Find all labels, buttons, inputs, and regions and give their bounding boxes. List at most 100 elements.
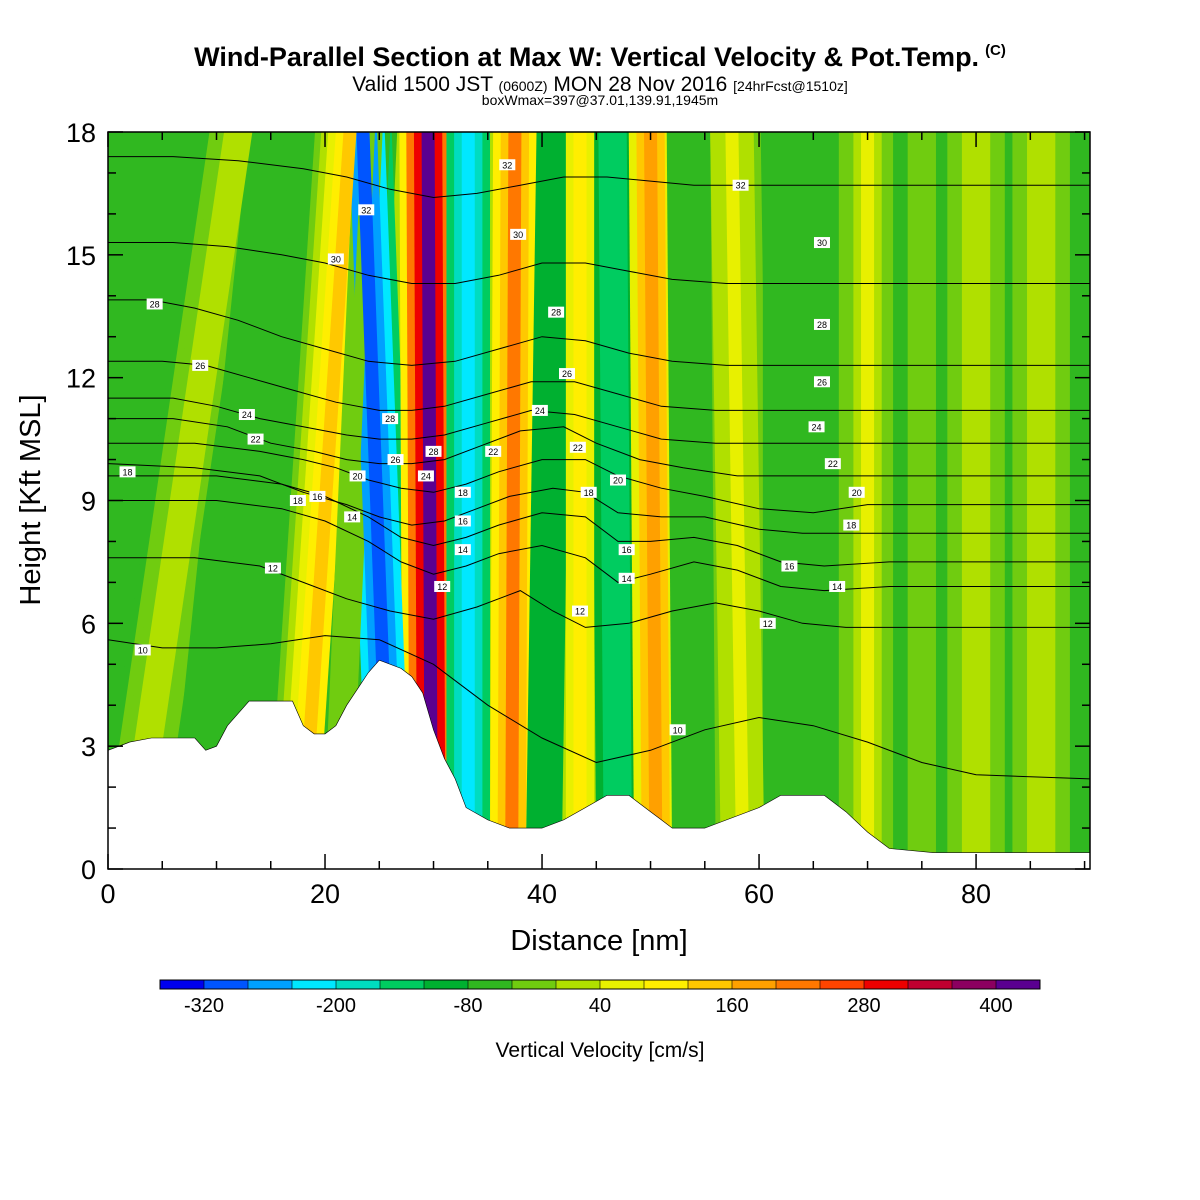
colorbar-label: 400 (979, 995, 1012, 1017)
velocity-band (1034, 132, 1048, 869)
colorbar-swatch (952, 980, 997, 989)
contour-label-box (813, 318, 830, 330)
contour-label-text: 14 (622, 574, 632, 584)
velocity-band (188, 132, 278, 869)
contour-label-box (119, 466, 136, 478)
contour-label-box (813, 376, 830, 388)
contour-label-text: 22 (828, 459, 838, 469)
contour-label-box (569, 441, 586, 453)
theta-contour-28 (108, 299, 1090, 366)
contour-label-text: 32 (361, 205, 371, 215)
y-tick-label: 6 (81, 609, 96, 639)
velocity-band (294, 132, 357, 869)
contour-label-box (829, 580, 846, 592)
theta-contour-14 (108, 500, 1090, 592)
contour-label-text: 26 (562, 369, 572, 379)
contour-label: 28 (813, 318, 830, 330)
colorbar-title: Vertical Velocity [cm/s] (496, 1039, 705, 1062)
contour-label: 16 (618, 544, 635, 556)
colorbar-label: 160 (715, 995, 748, 1017)
colorbar-label: -320 (184, 995, 224, 1017)
theta-contour-26 (108, 360, 1090, 411)
velocity-band (505, 132, 522, 869)
contour-label-box (531, 404, 548, 416)
contour-label-text: 30 (513, 230, 523, 240)
contour-label-box (454, 515, 471, 527)
contour-label: 14 (344, 511, 361, 523)
contour-label: 18 (289, 495, 306, 506)
theta-contour-10 (108, 635, 1090, 780)
contour-label-box (580, 486, 597, 498)
contour-label: 32 (358, 204, 375, 216)
contour-labels: 10 12 14 16 18 20 22 24 26 28 30 32 18 32 26 28 28 24 22 18… (119, 159, 865, 736)
contour-label: 20 (609, 474, 626, 486)
colorbar-swatch (688, 980, 733, 989)
contour-label-box (558, 368, 575, 380)
chart-title: Wind-Parallel Section at Max W: Vertical… (0, 42, 1200, 73)
contour-label: 14 (618, 572, 635, 584)
contour-label-text: 18 (293, 496, 303, 506)
contour-label-text: 24 (812, 422, 822, 432)
velocity-band (682, 132, 701, 869)
colorbar-label: 280 (847, 995, 880, 1017)
colorbar-swatch (468, 980, 513, 989)
colorbar-swatch (248, 980, 293, 989)
contour-label-text: 24 (421, 471, 431, 481)
velocity-band (573, 132, 587, 869)
contour-label-text: 20 (852, 488, 862, 498)
contour-label-box (824, 458, 841, 470)
valid-date: MON 28 Nov 2016 (553, 73, 728, 96)
contour-label: 12 (572, 605, 589, 617)
contour-label: 12 (434, 580, 451, 592)
x-tick-label: 20 (310, 879, 340, 909)
contour-label-box (510, 228, 527, 240)
contour-label: 28 (548, 306, 565, 318)
contour-label-text: 18 (123, 467, 133, 477)
contour-label-box (327, 253, 344, 265)
contour-label: 16 (309, 490, 326, 502)
y-axis-title: Height [Kft MSL] (15, 394, 47, 605)
colorbar-swatch (512, 980, 557, 989)
contour-label: 20 (349, 470, 366, 482)
chart-title-text: Wind-Parallel Section at Max W: Vertical… (194, 42, 980, 72)
contour-label: 22 (569, 441, 586, 453)
contour-label-box (548, 306, 565, 318)
contour-label: 24 (417, 470, 434, 482)
valid-prefix: Valid 1500 JST (352, 73, 493, 96)
contour-label: 16 (781, 560, 798, 572)
contour-label-box (454, 544, 471, 556)
theta-contour-20 (108, 442, 1090, 514)
contour-label: 32 (732, 179, 749, 191)
contour-label-box (434, 580, 451, 592)
contour-label: 10 (134, 644, 151, 656)
theta-contour-18 (108, 463, 1090, 534)
velocity-band (606, 132, 625, 869)
contour-label: 14 (829, 580, 846, 592)
contour-label: 12 (759, 617, 776, 629)
contour-label: 28 (382, 413, 399, 425)
x-tick-label: 80 (961, 879, 991, 909)
contour-label-box (425, 445, 442, 457)
contour-label-box (417, 470, 434, 482)
contour-label-box (813, 237, 830, 249)
velocity-band (421, 132, 438, 869)
contour-label-text: 28 (150, 299, 160, 309)
y-tick-label: 0 (81, 855, 96, 885)
contour-label-box (454, 486, 471, 498)
contour-label-text: 16 (458, 516, 468, 526)
contour-label-text: 10 (673, 725, 683, 735)
contour-label-box (264, 562, 281, 574)
contour-label-text: 22 (488, 447, 498, 457)
colorbar-swatch (820, 980, 865, 989)
contour-label: 18 (580, 486, 597, 498)
contour-label-box (485, 445, 502, 457)
y-tick-label: 3 (81, 732, 96, 762)
colorbar-swatch (644, 980, 689, 989)
colorbar-swatch (600, 980, 645, 989)
contour-label-text: 28 (551, 308, 561, 318)
colorbar-swatch (556, 980, 601, 989)
velocity-band (915, 132, 929, 869)
contour-label-text: 28 (385, 414, 395, 424)
contour-label-text: 12 (575, 607, 585, 617)
colorbar-swatch (732, 980, 777, 989)
